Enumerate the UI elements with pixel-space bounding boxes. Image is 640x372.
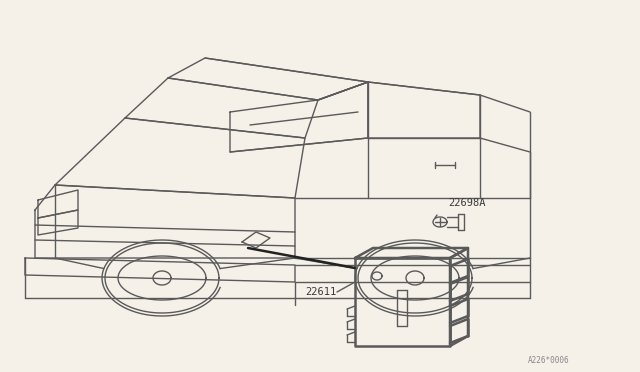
Text: 22611: 22611 xyxy=(305,287,336,297)
Text: 22698A: 22698A xyxy=(448,198,486,208)
Text: A226*0006: A226*0006 xyxy=(528,356,570,365)
